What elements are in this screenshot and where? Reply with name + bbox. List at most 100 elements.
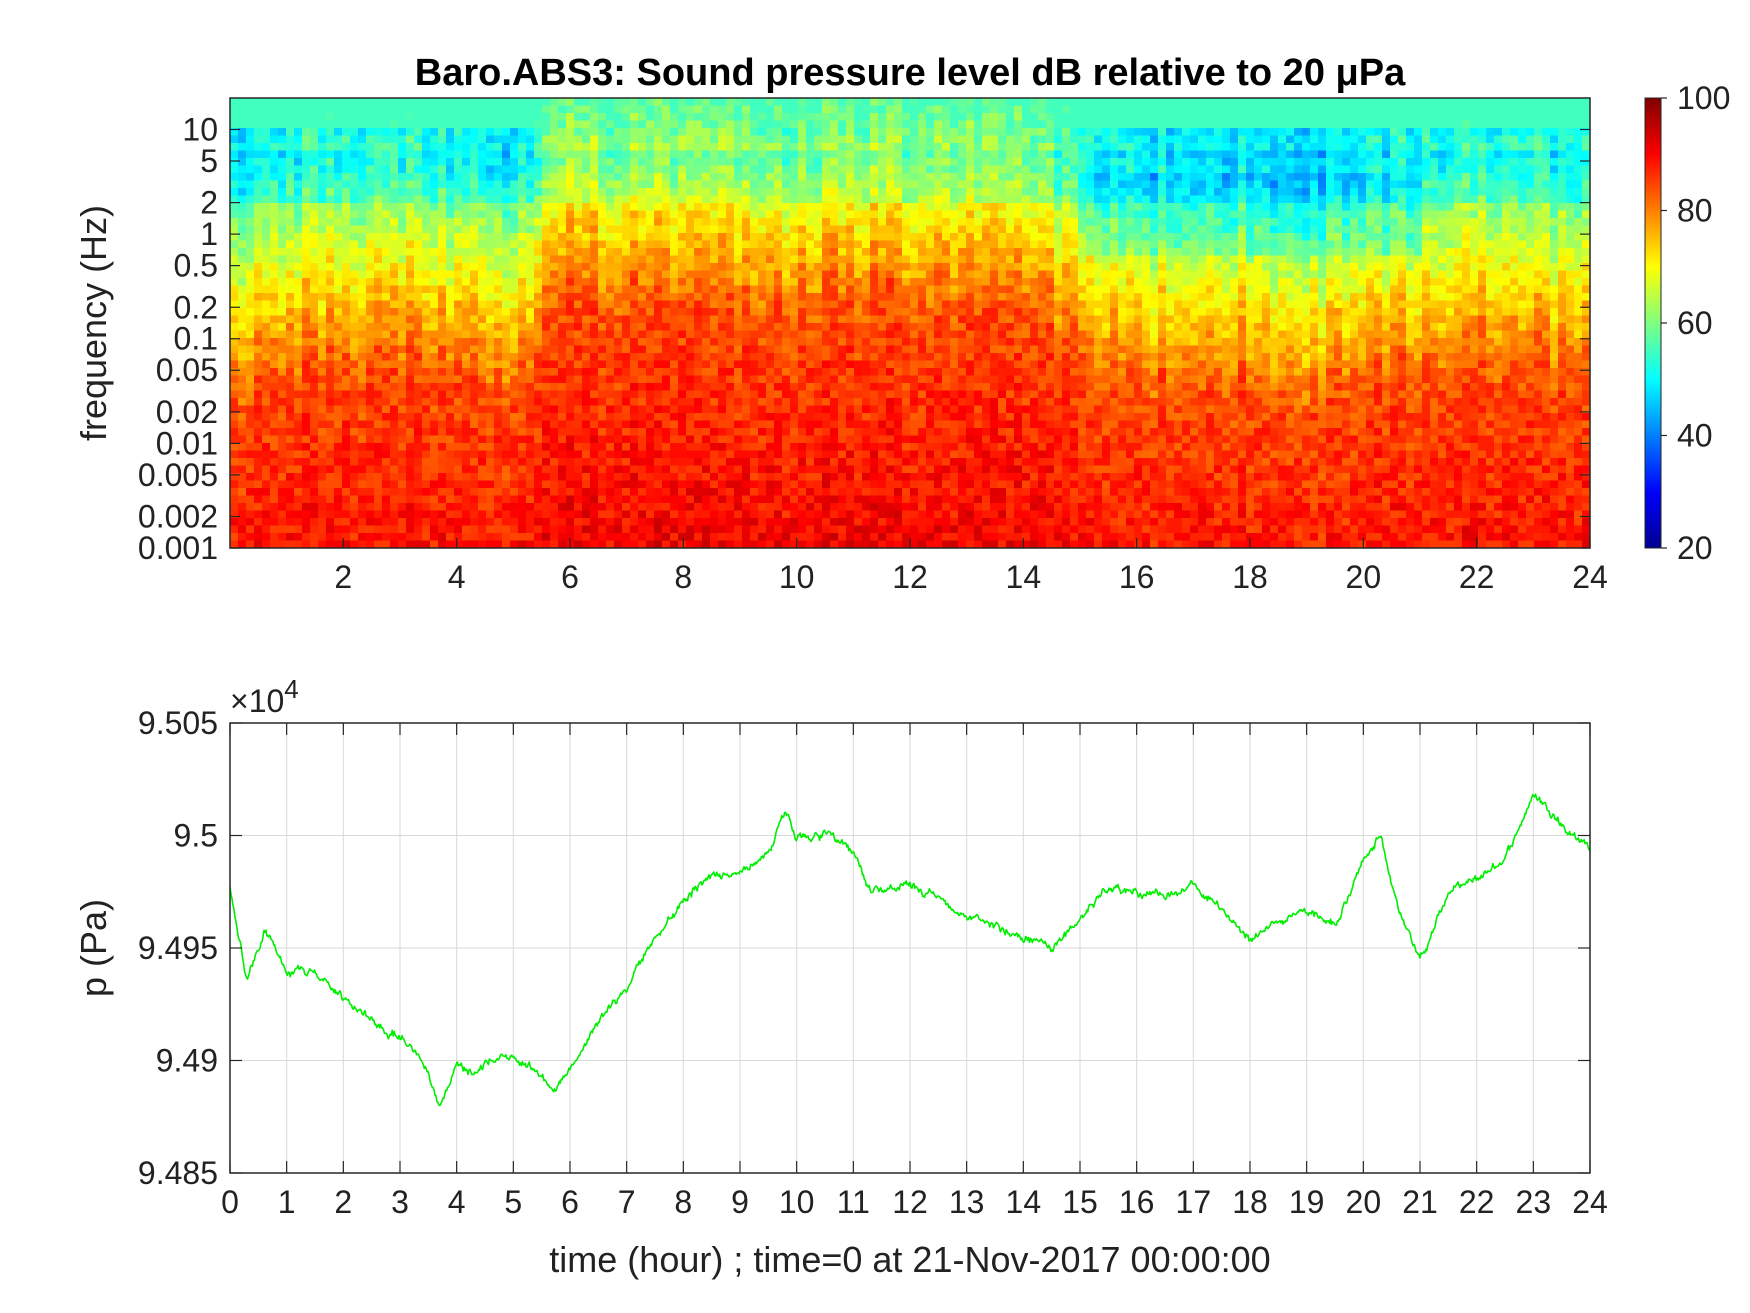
spectrogram-cell [398,413,407,422]
spectrogram-cell [614,180,623,189]
spectrogram-cell [654,488,663,497]
spectrogram-cell [814,413,823,422]
spectrogram-cell [702,540,711,548]
spectrogram-cell [494,263,503,272]
spectrogram-cell [822,308,831,317]
spectrogram-cell [862,263,871,272]
spectrogram-cell [854,98,863,107]
spectrogram-cell [758,218,767,227]
spectrogram-cell [878,308,887,317]
spectrogram-cell [398,270,407,279]
spectrogram-cell [822,450,831,459]
spectrogram-cell [342,173,351,182]
spectrogram-cell [366,195,375,204]
spectrogram-cell [342,383,351,392]
spectrogram-cell [750,210,759,219]
spectrogram-cell [366,308,375,317]
spectrogram-cell [278,390,287,399]
spectrogram-cell [702,135,711,144]
spectrogram-cell [510,120,519,129]
spectrogram-cell [406,353,415,362]
spectrogram-cell [742,420,751,429]
spectrogram-cell [262,120,271,129]
spectrogram-cell [662,428,671,437]
spectrogram-cell [510,203,519,212]
spectrogram-cell [862,240,871,249]
spectrogram-cell [510,263,519,272]
spectrogram-cell [294,443,303,452]
spectrogram-cell [886,195,895,204]
spectrogram-cell [846,285,855,294]
spectrogram-cell [342,218,351,227]
spectrogram-cell [294,120,303,129]
spectrogram-cell [422,330,431,339]
spectrogram-cell [774,173,783,182]
spectrogram-cell [398,458,407,467]
spectrogram-cell [366,98,375,107]
spectrogram-cell [318,120,327,129]
spectrogram-cell [822,428,831,437]
spectrogram-cell [350,353,359,362]
spectrogram-cell [742,473,751,482]
spectrogram-cell [702,458,711,467]
spectrogram-cell [350,263,359,272]
spectrogram-cell [838,308,847,317]
spectrogram-cell [302,495,311,504]
spectrogram-cell [502,180,511,189]
spectrogram-cell [662,285,671,294]
spectrogram-cell [822,120,831,129]
spectrogram-cell [726,270,735,279]
spectrogram-cell [774,503,783,512]
spectrogram-cell [478,255,487,264]
spectrogram-cell [710,180,719,189]
spectrogram-cell [638,503,647,512]
spectrogram-cell [350,368,359,377]
spectrogram-cell [734,233,743,242]
spectrogram-cell [390,353,399,362]
spectrogram-cell [438,495,447,504]
spectrogram-cell [742,338,751,347]
spectrogram-cell [702,285,711,294]
spectrogram-cell [302,293,311,302]
spectrogram-cell [374,135,383,144]
spectrogram-cell [678,525,687,534]
spectrogram-cell [886,323,895,332]
spectrogram-cell [486,240,495,249]
spectrogram-cell [598,225,607,234]
spectrogram-cell [670,503,679,512]
spectrogram-cell [382,203,391,212]
spectrogram-cell [798,165,807,174]
spectrogram-cell [550,435,559,444]
spectrogram-cell [750,150,759,159]
spectrogram-cell [542,540,551,548]
spectrogram-cell [566,113,575,122]
spectrogram-cell [374,278,383,287]
spectrogram-cell [790,255,799,264]
spectrogram-cell [254,150,263,159]
spectrogram-cell [718,188,727,197]
spectrogram-cell [478,128,487,137]
spectrogram-cell [438,188,447,197]
spectrogram-cell [646,330,655,339]
spectrogram-cell [598,150,607,159]
spectrogram-cell [534,285,543,294]
spectrogram-cell [566,278,575,287]
spectrogram-cell [470,113,479,122]
spectrogram-cell [414,218,423,227]
spectrogram-cell [366,518,375,527]
spectrogram-cell [414,225,423,234]
spectrogram-cell [446,428,455,437]
spectrogram-cell [414,503,423,512]
spectrogram-cell [822,443,831,452]
spectrogram-cell [710,435,719,444]
spectrogram-cell [374,120,383,129]
spectrogram-cell [494,413,503,422]
spectrogram-cell [878,398,887,407]
spectrogram-cell [614,203,623,212]
spectrogram-cell [246,240,255,249]
spectrogram-cell [326,195,335,204]
spectrogram-cell [262,450,271,459]
spectrogram-cell [470,98,479,107]
spectrogram-cell [854,263,863,272]
spectrogram-cell [422,420,431,429]
